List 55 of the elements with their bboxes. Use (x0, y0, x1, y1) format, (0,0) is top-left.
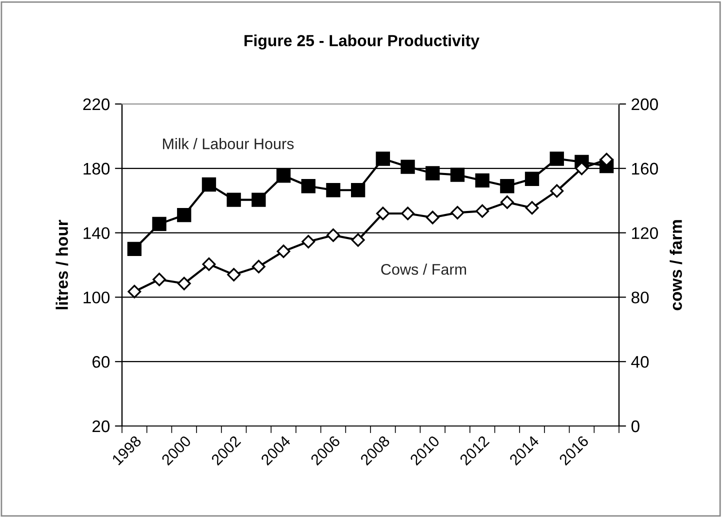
y2-tick-label: 160 (632, 162, 658, 175)
point (301, 179, 316, 194)
point (550, 184, 564, 198)
point (302, 234, 316, 248)
y-tick-label: 60 (92, 356, 110, 368)
point (127, 242, 142, 256)
y-tick-label: 20 (92, 420, 110, 432)
y2-tick-label: 40 (631, 356, 649, 368)
point (202, 257, 216, 271)
y2-tick-label: 120 (632, 227, 658, 240)
point (227, 268, 241, 282)
point (326, 228, 340, 242)
point (152, 216, 166, 232)
point (202, 177, 216, 192)
y2-tick-label: 80 (632, 292, 649, 304)
point (574, 162, 588, 176)
point (376, 152, 390, 166)
point (252, 192, 266, 207)
point (376, 206, 390, 220)
series-label: Cows / Farm (381, 264, 466, 275)
point (550, 152, 564, 166)
chart-title: Figure 25 - Labour Productivity (244, 34, 480, 50)
y2-axis-title: cows / farm (670, 220, 682, 310)
point (426, 166, 440, 180)
point (525, 201, 539, 215)
point (177, 208, 192, 222)
y2-tick-label: 200 (632, 98, 658, 110)
y-tick-label: 180 (84, 162, 110, 175)
point (276, 168, 291, 183)
y2-tick-label: 0 (631, 420, 640, 432)
point (500, 179, 514, 194)
point (450, 206, 464, 220)
point (500, 195, 514, 209)
point (177, 276, 191, 290)
point (351, 233, 365, 247)
point (475, 173, 490, 188)
point (128, 284, 142, 298)
point (350, 183, 366, 198)
point (326, 183, 340, 198)
point (226, 192, 241, 207)
y-tick-label: 220 (83, 98, 110, 110)
point (600, 152, 614, 166)
point (152, 272, 166, 286)
point (476, 204, 490, 218)
point (400, 160, 415, 174)
point (276, 244, 290, 258)
y-axis-title: litres / hour (56, 220, 68, 310)
point (450, 168, 465, 182)
point (524, 172, 540, 186)
point (401, 206, 415, 220)
series-label: Milk / Labour Hours (163, 138, 294, 150)
point (426, 210, 440, 224)
y-tick-label: 100 (84, 292, 110, 304)
point (252, 260, 266, 274)
y-tick-label: 140 (84, 227, 110, 240)
